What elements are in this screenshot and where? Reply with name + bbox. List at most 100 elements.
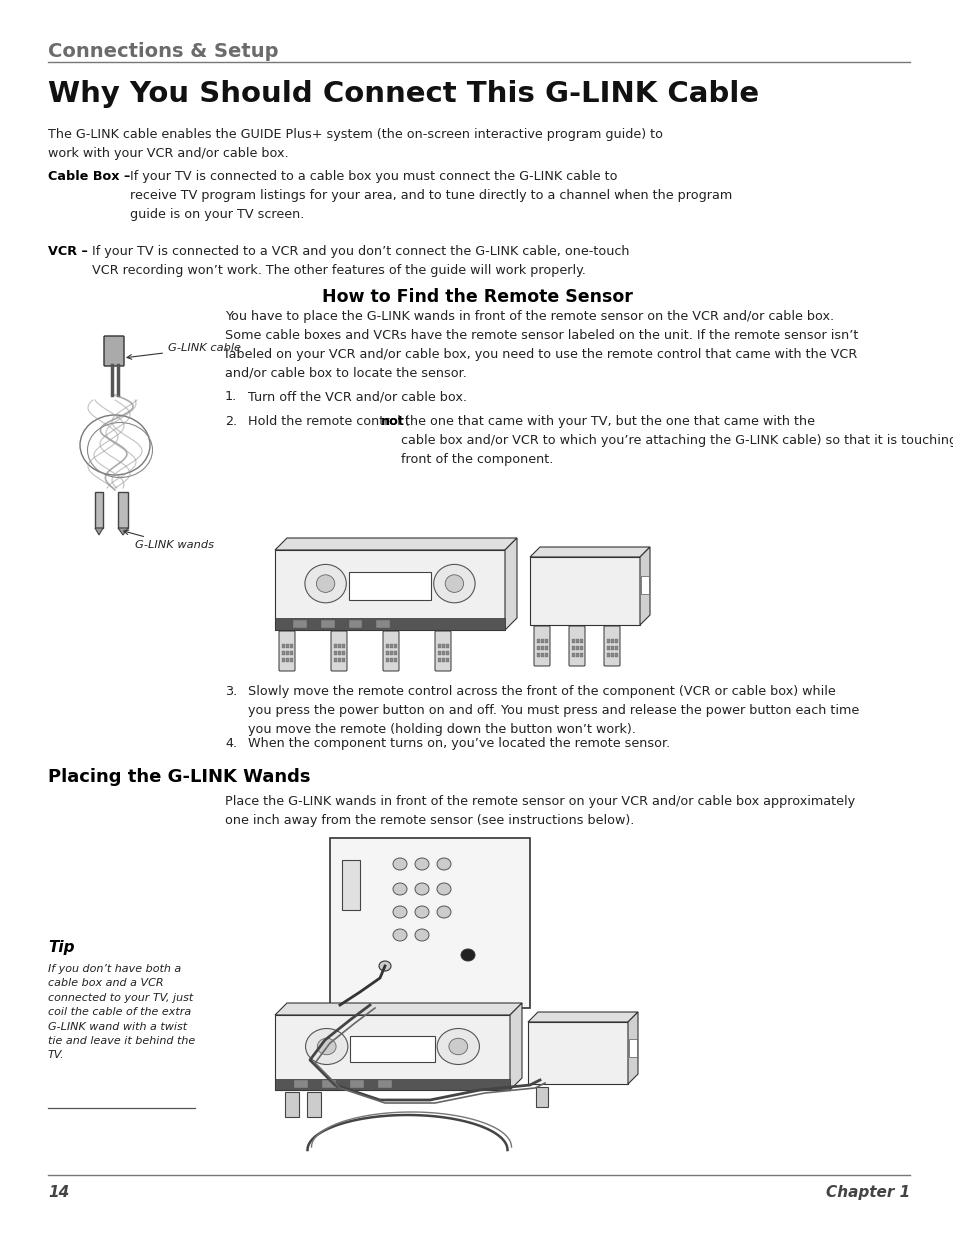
Bar: [274, 550, 504, 630]
Bar: [437, 658, 440, 662]
Bar: [579, 638, 582, 643]
Polygon shape: [527, 1011, 638, 1023]
Bar: [330, 839, 530, 1008]
Bar: [572, 638, 575, 643]
Bar: [348, 572, 431, 600]
Bar: [579, 646, 582, 650]
Text: VCR –: VCR –: [48, 245, 88, 258]
Ellipse shape: [393, 906, 407, 918]
Polygon shape: [274, 538, 517, 550]
Bar: [341, 860, 359, 910]
Bar: [390, 658, 393, 662]
Text: 1.: 1.: [225, 390, 237, 403]
Polygon shape: [118, 492, 128, 529]
Polygon shape: [530, 547, 649, 557]
Bar: [527, 1023, 627, 1084]
Bar: [322, 1081, 335, 1088]
Polygon shape: [627, 1011, 638, 1084]
Bar: [282, 651, 285, 655]
Bar: [334, 658, 336, 662]
Bar: [294, 620, 307, 629]
Polygon shape: [274, 1003, 521, 1015]
Bar: [394, 651, 396, 655]
Bar: [386, 643, 389, 648]
Bar: [610, 638, 614, 643]
Ellipse shape: [436, 1029, 479, 1065]
Text: Placing the G-LINK Wands: Placing the G-LINK Wands: [48, 768, 310, 785]
Polygon shape: [510, 1003, 521, 1091]
Bar: [441, 658, 444, 662]
Ellipse shape: [445, 574, 463, 593]
Ellipse shape: [305, 1029, 348, 1065]
Ellipse shape: [316, 574, 335, 593]
FancyBboxPatch shape: [568, 626, 584, 666]
Text: not: not: [380, 415, 404, 429]
Polygon shape: [504, 538, 517, 630]
Ellipse shape: [393, 929, 407, 941]
Ellipse shape: [415, 906, 429, 918]
Text: Hold the remote control (: Hold the remote control (: [248, 415, 410, 429]
Text: Place the G-LINK wands in front of the remote sensor on your VCR and/or cable bo: Place the G-LINK wands in front of the r…: [225, 795, 854, 827]
FancyBboxPatch shape: [278, 631, 294, 671]
Text: Slowly move the remote control across the front of the component (VCR or cable b: Slowly move the remote control across th…: [248, 685, 859, 736]
Ellipse shape: [317, 1039, 335, 1055]
Bar: [576, 638, 578, 643]
Text: Chapter 1: Chapter 1: [825, 1186, 909, 1200]
Bar: [606, 646, 609, 650]
Text: You have to place the G-LINK wands in front of the remote sensor on the VCR and/: You have to place the G-LINK wands in fr…: [225, 310, 858, 380]
FancyBboxPatch shape: [534, 626, 550, 666]
Text: The G-LINK cable enables the GUIDE Plus+ system (the on-screen interactive progr: The G-LINK cable enables the GUIDE Plus+…: [48, 128, 662, 161]
Text: When the component turns on, you’ve located the remote sensor.: When the component turns on, you’ve loca…: [248, 737, 670, 750]
Bar: [386, 651, 389, 655]
Ellipse shape: [393, 883, 407, 895]
Ellipse shape: [434, 564, 475, 603]
Bar: [341, 651, 345, 655]
Bar: [576, 653, 578, 657]
Bar: [572, 646, 575, 650]
Bar: [274, 618, 504, 630]
Bar: [294, 1081, 308, 1088]
Ellipse shape: [393, 858, 407, 869]
Text: Tip: Tip: [48, 940, 74, 955]
Bar: [334, 643, 336, 648]
Bar: [628, 1039, 637, 1057]
Bar: [286, 643, 289, 648]
Bar: [286, 651, 289, 655]
Bar: [390, 643, 393, 648]
Text: 14: 14: [48, 1186, 70, 1200]
Bar: [286, 658, 289, 662]
Bar: [274, 1078, 510, 1091]
Ellipse shape: [415, 858, 429, 869]
Bar: [348, 620, 362, 629]
Bar: [282, 643, 285, 648]
Text: 4.: 4.: [225, 737, 237, 750]
Text: Connections & Setup: Connections & Setup: [48, 42, 278, 61]
Bar: [274, 1015, 510, 1091]
Bar: [437, 643, 440, 648]
Bar: [437, 651, 440, 655]
Bar: [350, 1036, 435, 1062]
Text: If you don’t have both a
cable box and a VCR
connected to your TV, just
coil the: If you don’t have both a cable box and a…: [48, 965, 195, 1061]
Bar: [341, 658, 345, 662]
Bar: [337, 651, 340, 655]
Bar: [572, 653, 575, 657]
Bar: [290, 658, 293, 662]
Bar: [337, 658, 340, 662]
Text: 2.: 2.: [225, 415, 237, 429]
Bar: [446, 658, 449, 662]
Ellipse shape: [436, 883, 451, 895]
Bar: [615, 653, 618, 657]
Bar: [307, 1092, 320, 1116]
Ellipse shape: [436, 906, 451, 918]
FancyBboxPatch shape: [603, 626, 619, 666]
Bar: [610, 646, 614, 650]
Bar: [544, 646, 547, 650]
Text: Turn off the VCR and/or cable box.: Turn off the VCR and/or cable box.: [248, 390, 467, 403]
Bar: [540, 646, 543, 650]
Bar: [446, 643, 449, 648]
Bar: [394, 643, 396, 648]
Text: How to Find the Remote Sensor: How to Find the Remote Sensor: [321, 288, 632, 306]
Bar: [537, 638, 539, 643]
Bar: [536, 1087, 547, 1107]
Text: the one that came with your TV, but the one that came with the
cable box and/or : the one that came with your TV, but the …: [400, 415, 953, 466]
